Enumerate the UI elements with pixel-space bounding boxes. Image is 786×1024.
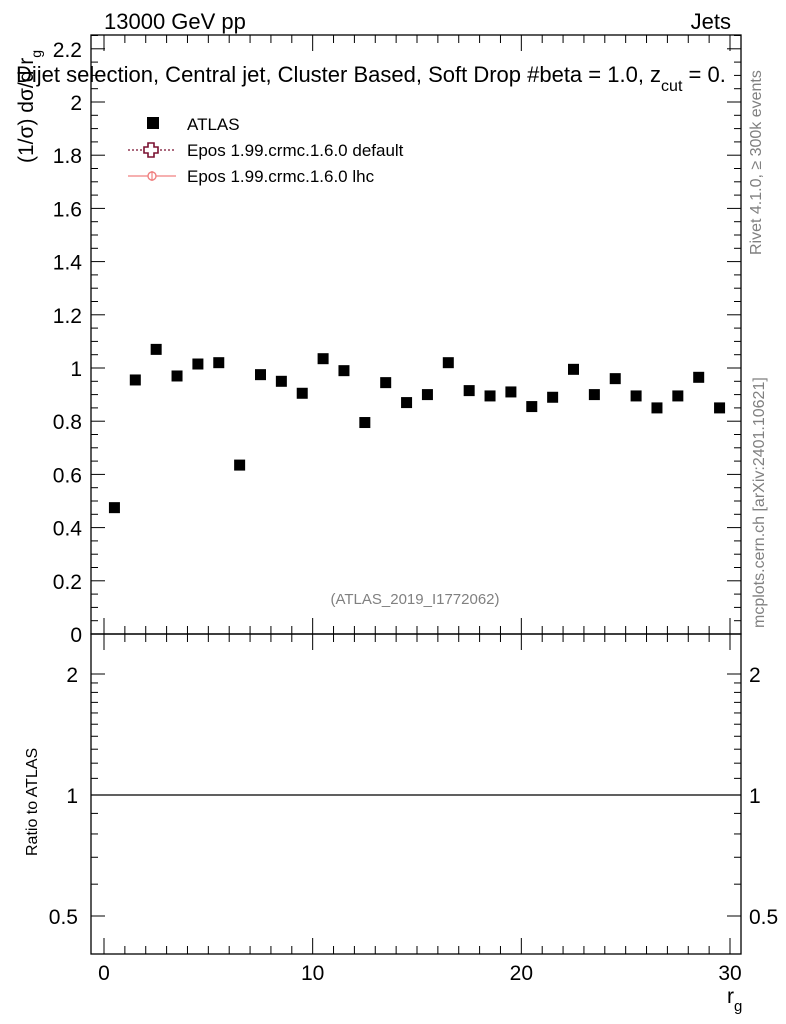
atlas-point [275, 375, 287, 387]
plot-title: Dijet selection, Central jet, Cluster Ba… [16, 62, 726, 95]
ratio-y-tick-label-right: 0.5 [749, 906, 778, 929]
main-y-tick-label: 0.8 [53, 411, 82, 434]
atlas-point [234, 459, 246, 471]
atlas-point [588, 389, 600, 401]
main-y-tick-label: 1.8 [53, 145, 82, 168]
x-tick-label: 20 [510, 962, 533, 985]
analysis-id-label: (ATLAS_2019_I1772062) [330, 591, 499, 608]
main-y-tick-label: 0.4 [53, 518, 83, 541]
atlas-point [255, 369, 266, 381]
atlas-point [547, 391, 559, 403]
atlas-data-points [108, 343, 726, 514]
atlas-point [672, 390, 684, 402]
x-tick-label: 10 [301, 962, 324, 985]
energy-label: 13000 GeV pp [104, 9, 246, 34]
main-y-tick-label: 1.2 [53, 305, 82, 328]
source-label: mcplots.cern.ch [arXiv:2401.10621] [751, 377, 768, 628]
atlas-point [442, 357, 454, 369]
atlas-point [359, 417, 371, 429]
x-axis-label: rg [727, 985, 742, 1015]
ratio-y-tick-label: 1 [66, 785, 78, 808]
main-y-tick-label: 0.2 [53, 571, 82, 594]
atlas-point [421, 389, 433, 401]
legend-label-epos-default: Epos 1.99.crmc.1.6.0 default [187, 141, 404, 160]
legend-label-atlas: ATLAS [187, 115, 240, 134]
atlas-point [463, 385, 475, 397]
x-axis-label-sub: g [734, 998, 742, 1015]
x-axis-label-main: r [727, 985, 734, 1008]
atlas-point [630, 390, 642, 402]
ratio-y-tick-label-right: 1 [749, 785, 761, 808]
ratio-axis-ticks: 0 10 20 30 0.5 0.5 1 1 2 2 [49, 634, 778, 985]
atlas-point [213, 357, 225, 369]
atlas-point [651, 402, 663, 414]
x-tick-label: 0 [98, 962, 110, 985]
atlas-point [526, 401, 538, 413]
plot-title-main: Dijet selection, Central jet, Cluster Ba… [16, 62, 661, 87]
atlas-point [129, 374, 141, 386]
category-label: Jets [691, 9, 731, 34]
atlas-point [171, 370, 183, 382]
ratio-y-tick-label: 0.5 [49, 906, 78, 929]
atlas-point [401, 397, 413, 409]
legend-marker-epos-default [143, 142, 159, 158]
atlas-point [484, 390, 496, 402]
main-y-tick-label: 1.6 [53, 198, 82, 221]
plot-title-sub: cut [661, 78, 683, 95]
main-y-axis-label-main: (1/σ) dσ/d r [15, 58, 38, 163]
atlas-point [317, 353, 329, 365]
main-y-axis-label-sub: g [28, 50, 44, 58]
ratio-y-tick-label: 2 [66, 664, 78, 687]
atlas-point [296, 387, 308, 399]
atlas-point [568, 363, 579, 375]
main-y-tick-label: 0 [70, 624, 82, 647]
ratio-y-tick-label-right: 2 [749, 664, 761, 687]
main-y-tick-label: 0.6 [53, 464, 82, 487]
main-y-tick-label: 1 [70, 358, 82, 381]
main-y-axis-label: (1/σ) dσ/d rg [15, 50, 44, 163]
rivet-version-label: Rivet 4.1.0, ≥ 300k events [748, 70, 765, 255]
atlas-point [192, 358, 204, 370]
main-y-tick-label: 1.4 [53, 252, 83, 275]
x-tick-label: 30 [718, 962, 741, 985]
atlas-point [693, 371, 705, 383]
atlas-point [380, 377, 392, 389]
legend-label-epos-lhc: Epos 1.99.crmc.1.6.0 lhc [187, 167, 375, 186]
main-y-tick-label: 2.2 [53, 39, 82, 62]
ratio-y-axis-label: Ratio to ATLAS [24, 748, 41, 856]
legend: ATLAS Epos 1.99.crmc.1.6.0 default Epos … [128, 115, 404, 186]
plot-title-tail: = 0. [682, 62, 725, 87]
ratio-panel-frame [90, 633, 742, 955]
atlas-point [338, 365, 350, 377]
atlas-point [505, 386, 517, 398]
atlas-point [714, 402, 726, 414]
main-axis-ticks: 0 0.2 0.4 0.6 0.8 1 1.2 1.4 1.6 1.8 2 2.2 [53, 35, 741, 647]
legend-marker-atlas [147, 117, 159, 129]
atlas-point [108, 502, 120, 514]
atlas-point [609, 373, 621, 385]
atlas-point [150, 343, 162, 355]
main-y-tick-label: 2 [70, 92, 82, 115]
